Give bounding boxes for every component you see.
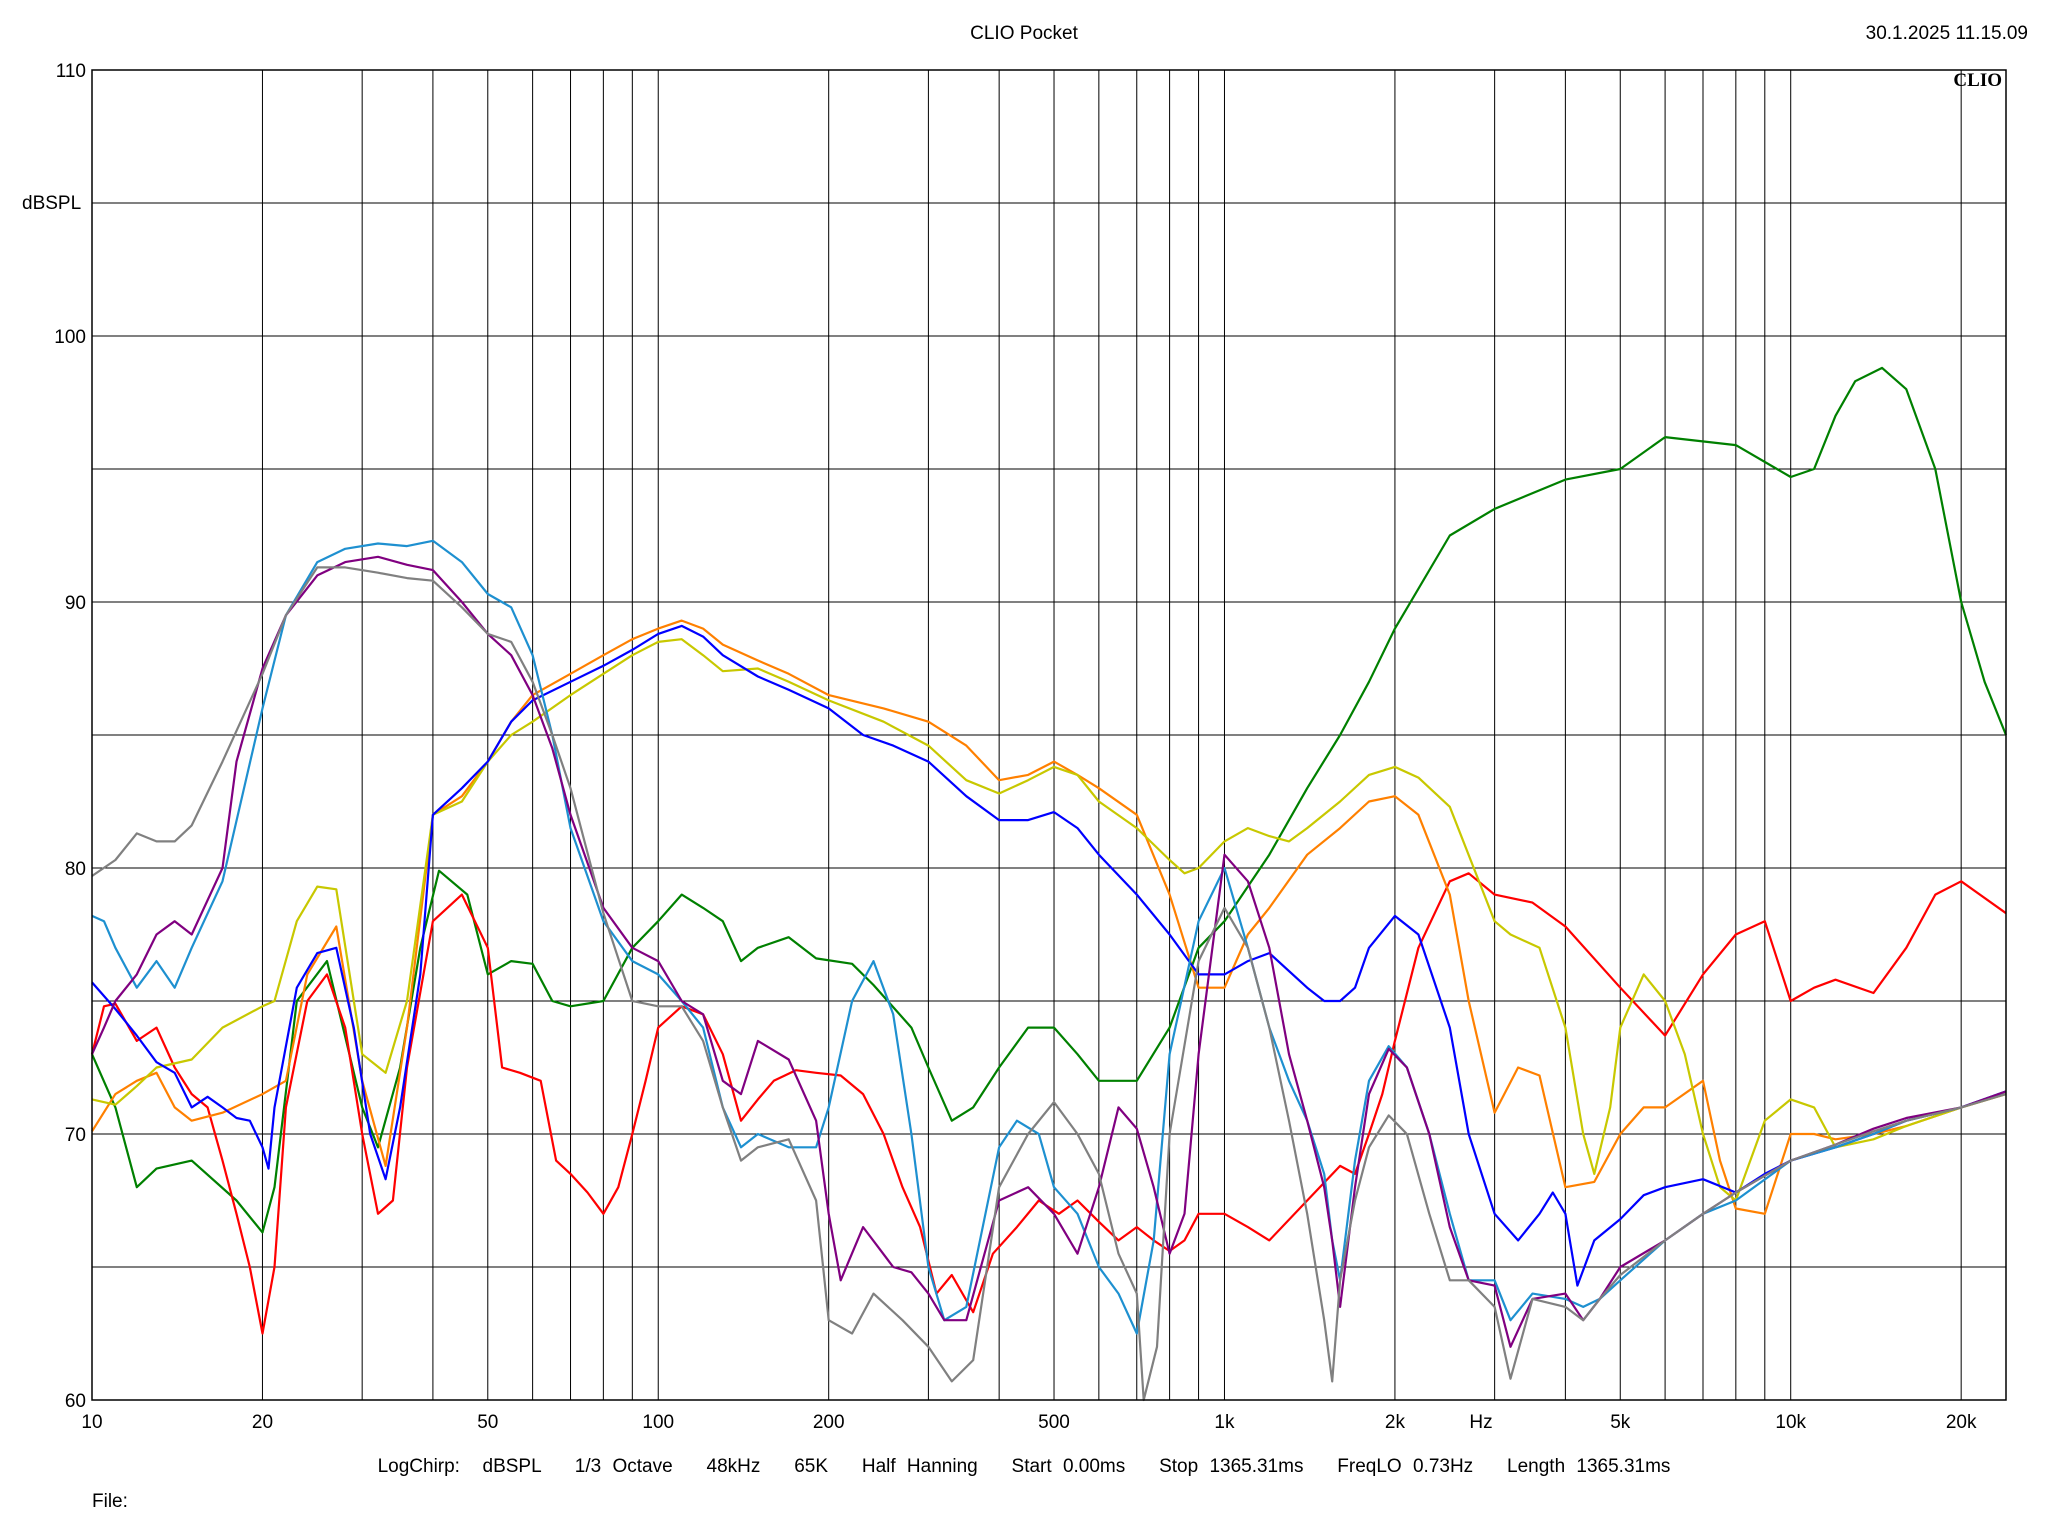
timestamp: 30.1.2025 11.15.09 <box>1865 23 2028 44</box>
traces <box>90 366 2008 1402</box>
measurement-info: LogChirp: dBSPL 1/3 Octave 48kHz 65K Hal… <box>377 1456 1671 1477</box>
x-tick-label: 20k <box>1946 1412 1977 1433</box>
y-axis-ticks: 110 100 90 80 70 60 <box>54 61 86 1412</box>
chart-title: CLIO Pocket <box>970 23 1078 44</box>
y-tick-label: 100 <box>54 327 86 348</box>
series-line <box>91 539 2007 1335</box>
x-tick-label: 10k <box>1775 1412 1806 1433</box>
y-tick-label: 70 <box>65 1125 86 1146</box>
series-line <box>90 872 2007 1335</box>
series-line <box>91 638 2007 1202</box>
series-line <box>90 366 2008 1234</box>
x-axis-ticks: 10 20 50 100 200 500 1k 2k 5k 10k 20k <box>81 1412 1977 1433</box>
y-tick-label: 60 <box>65 1391 86 1412</box>
x-tick-label: 10 <box>81 1412 102 1433</box>
x-tick-label: 1k <box>1214 1412 1235 1433</box>
series-line <box>91 619 2007 1215</box>
x-axis-label: Hz <box>1469 1412 1492 1433</box>
series-line <box>91 624 2007 1287</box>
x-tick-label: 50 <box>477 1412 498 1433</box>
x-tick-label: 20 <box>252 1412 273 1433</box>
x-tick-label: 5k <box>1610 1412 1631 1433</box>
series-line <box>90 555 2007 1348</box>
x-tick-label: 500 <box>1038 1412 1070 1433</box>
y-tick-label: 110 <box>56 61 86 82</box>
y-tick-label: 90 <box>65 593 86 614</box>
y-tick-label: 80 <box>65 859 86 880</box>
x-tick-label: 2k <box>1385 1412 1406 1433</box>
series-line <box>91 566 2007 1402</box>
x-tick-label: 100 <box>642 1412 674 1433</box>
clio-logo: CLIO <box>1953 70 2002 91</box>
y-axis-label: dBSPL <box>22 193 81 214</box>
x-tick-label: 200 <box>813 1412 845 1433</box>
file-label: File: <box>92 1491 128 1512</box>
plot-frame <box>91 69 2007 1401</box>
